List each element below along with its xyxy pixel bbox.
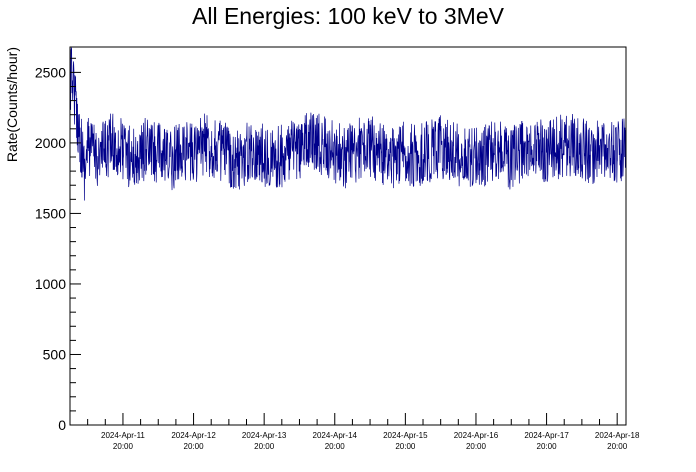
chart-title: All Energies: 100 keV to 3MeV <box>192 3 505 29</box>
plot-area <box>69 46 627 201</box>
y-axis: 0 500 1000 1500 2000 2500 <box>35 57 81 433</box>
x-tick-label-time: 20:00 <box>607 442 628 451</box>
y-tick-label: 1000 <box>35 276 66 292</box>
y-tick-label: 2000 <box>35 135 66 151</box>
x-tick-label-date: 2024-Apr-16 <box>454 431 499 440</box>
x-tick-label-date: 2024-Apr-13 <box>242 431 287 440</box>
x-tick-label-time: 20:00 <box>537 442 558 451</box>
x-tick-label-time: 20:00 <box>113 442 134 451</box>
series-0-line <box>69 46 627 201</box>
x-tick-label-date: 2024-Apr-15 <box>383 431 428 440</box>
y-tick-label: 1500 <box>35 205 66 221</box>
x-tick-label-date: 2024-Apr-17 <box>524 431 569 440</box>
y-tick-label: 500 <box>43 346 67 362</box>
x-tick-label-time: 20:00 <box>254 442 275 451</box>
y-axis-label: Rate(Counts/hour) <box>4 47 20 162</box>
y-tick-label: 2500 <box>35 64 66 80</box>
x-tick-label-date: 2024-Apr-12 <box>171 431 216 440</box>
x-tick-label-date: 2024-Apr-18 <box>595 431 640 440</box>
y-tick-label: 0 <box>58 417 66 433</box>
x-tick-label-date: 2024-Apr-11 <box>101 431 145 440</box>
x-tick-label-time: 20:00 <box>184 442 205 451</box>
x-tick-label-time: 20:00 <box>466 442 487 451</box>
x-axis: 2024-Apr-11 20:00 2024-Apr-12 20:00 2024-Apr… <box>69 413 640 451</box>
plot-frame <box>69 46 627 426</box>
x-tick-label-time: 20:00 <box>395 442 416 451</box>
x-tick-label-date: 2024-Apr-14 <box>313 431 358 440</box>
x-tick-label-time: 20:00 <box>325 442 346 451</box>
